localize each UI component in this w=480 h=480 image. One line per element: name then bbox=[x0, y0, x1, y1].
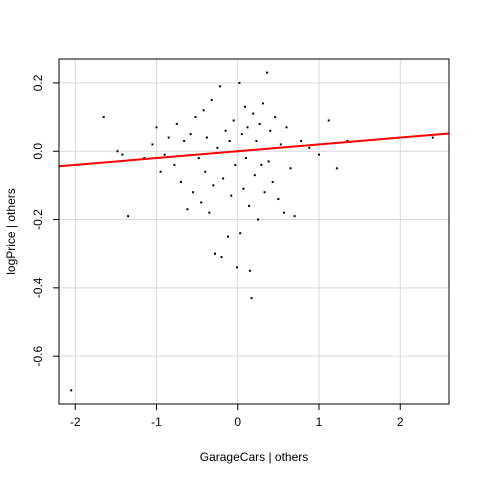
data-point bbox=[121, 153, 124, 156]
data-point bbox=[253, 174, 256, 177]
fit-line bbox=[58, 132, 450, 168]
data-point bbox=[70, 389, 73, 392]
data-point bbox=[300, 139, 303, 142]
data-point bbox=[279, 143, 282, 146]
data-point bbox=[227, 235, 229, 238]
data-point bbox=[194, 116, 197, 119]
y-tick-label: -0.2 bbox=[31, 209, 45, 230]
data-point bbox=[289, 167, 292, 170]
data-point bbox=[271, 180, 274, 183]
data-point bbox=[250, 297, 253, 300]
data-point bbox=[228, 139, 231, 142]
data-point bbox=[246, 126, 249, 129]
data-point bbox=[274, 116, 277, 119]
data-point bbox=[283, 211, 286, 214]
data-point bbox=[189, 133, 192, 136]
data-point bbox=[208, 211, 211, 214]
x-tick-label: -2 bbox=[70, 415, 81, 429]
data-point bbox=[242, 187, 245, 190]
x-tick-label: 0 bbox=[234, 415, 241, 429]
data-point bbox=[252, 112, 255, 115]
data-point bbox=[248, 269, 251, 272]
data-point bbox=[238, 81, 241, 84]
y-axis: -0.6 -0.4 -0.2 0.0 0.2 bbox=[31, 74, 59, 367]
data-point bbox=[167, 136, 170, 139]
y-tick-label: -0.4 bbox=[31, 277, 45, 298]
data-point bbox=[260, 163, 263, 166]
data-point bbox=[216, 146, 219, 149]
data-point bbox=[102, 116, 105, 119]
data-point bbox=[155, 126, 158, 129]
data-point bbox=[224, 129, 227, 132]
data-point bbox=[186, 208, 189, 211]
data-point bbox=[285, 126, 288, 129]
data-point bbox=[192, 191, 195, 194]
data-point bbox=[214, 252, 216, 255]
data-point bbox=[222, 177, 225, 180]
data-point bbox=[293, 215, 296, 218]
grid bbox=[59, 59, 449, 404]
data-point bbox=[258, 122, 261, 125]
y-axis-title: logPrice | others bbox=[4, 188, 18, 275]
data-point bbox=[277, 198, 280, 201]
data-point bbox=[204, 170, 207, 173]
data-point bbox=[218, 85, 221, 88]
data-point bbox=[318, 153, 320, 156]
data-point bbox=[197, 157, 200, 160]
data-point bbox=[230, 194, 233, 197]
data-point bbox=[116, 150, 119, 153]
data-point bbox=[308, 146, 311, 149]
x-tick-label: 2 bbox=[397, 415, 404, 429]
y-tick-label: 0.0 bbox=[31, 143, 45, 160]
data-point bbox=[210, 98, 213, 101]
data-point bbox=[200, 201, 203, 204]
data-point bbox=[431, 136, 434, 139]
y-tick-label: 0.2 bbox=[31, 74, 45, 91]
data-point bbox=[244, 105, 247, 108]
data-point bbox=[212, 184, 215, 187]
data-point bbox=[269, 129, 272, 132]
data-point bbox=[183, 139, 186, 142]
data-point bbox=[163, 153, 166, 156]
data-point bbox=[255, 139, 258, 142]
data-point bbox=[267, 160, 270, 163]
data-point bbox=[327, 119, 330, 122]
x-tick-label: 1 bbox=[316, 415, 323, 429]
data-point bbox=[232, 119, 235, 122]
data-point bbox=[220, 256, 223, 259]
data-point bbox=[143, 157, 146, 160]
data-point bbox=[151, 143, 154, 146]
data-point bbox=[239, 232, 242, 235]
data-points bbox=[70, 71, 434, 392]
plot-frame bbox=[58, 58, 450, 405]
data-point bbox=[261, 102, 264, 105]
data-point bbox=[175, 122, 178, 125]
data-point bbox=[266, 71, 268, 74]
data-point bbox=[244, 157, 247, 160]
data-point bbox=[263, 191, 266, 194]
x-axis-title: GarageCars | others bbox=[200, 450, 309, 464]
x-tick-label: -1 bbox=[151, 415, 162, 429]
y-tick-label: -0.6 bbox=[31, 346, 45, 367]
data-point bbox=[248, 204, 251, 207]
data-point bbox=[173, 163, 176, 166]
data-point bbox=[346, 139, 349, 142]
data-point bbox=[234, 163, 237, 166]
data-point bbox=[235, 266, 238, 269]
data-point bbox=[205, 136, 208, 139]
data-point bbox=[257, 218, 260, 221]
data-point bbox=[335, 167, 338, 170]
data-point bbox=[179, 180, 182, 183]
data-point bbox=[159, 170, 162, 173]
data-point bbox=[202, 109, 205, 112]
x-axis: -2 -1 0 1 2 bbox=[70, 404, 404, 429]
data-point bbox=[240, 133, 243, 136]
data-point bbox=[127, 215, 130, 218]
